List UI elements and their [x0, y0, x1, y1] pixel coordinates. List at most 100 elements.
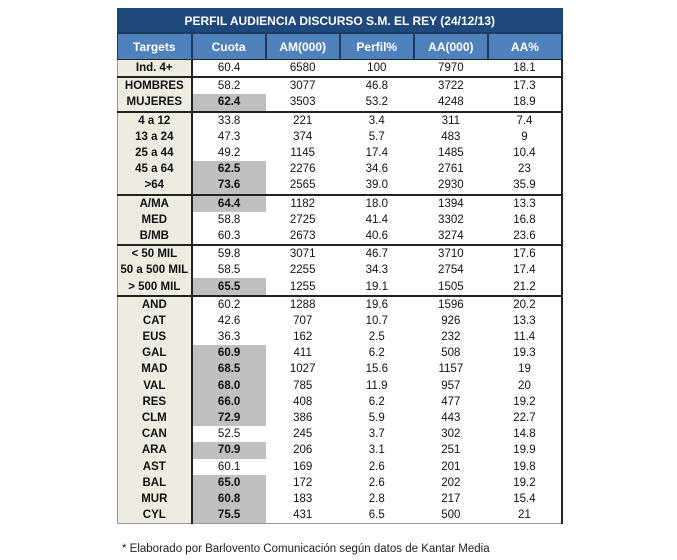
target-label: BAL [116, 474, 193, 491]
aa-pct-cell: 11.4 [487, 329, 564, 346]
table-row: ARA 70.9 206 3.1 251 19.9 [116, 442, 564, 459]
perfil-cell: 11.9 [366, 379, 388, 392]
table-row: MUJERES 62.4 3503 53.2 4248 18.9 [116, 94, 564, 112]
aa-cell: 232 [441, 331, 461, 344]
table-row: 4 a 12 33.8 221 3.4 311 7.4 [116, 110, 564, 129]
aa-pct-cell: 19.2 [487, 393, 564, 410]
perfil-cell: 34.3 [365, 264, 388, 277]
cuota-cell: 68.0 [191, 377, 266, 394]
aa-cell: 500 [413, 507, 488, 525]
aa-cell: 508 [441, 347, 461, 360]
aa-cell: 201 [441, 460, 461, 473]
perfil-cell: 2.8 [368, 492, 385, 505]
cuota-cell: 68.5 [191, 361, 266, 378]
cuota-cell: 49.2 [217, 147, 241, 160]
aa-cell: 443 [441, 412, 461, 425]
cuota-cell: 47.3 [217, 130, 241, 143]
perfil-cell: 19.6 [339, 294, 414, 313]
aa-pct-cell: 21 [487, 507, 564, 525]
cuota-cell: 58.5 [217, 264, 241, 277]
am-cell: 3077 [265, 76, 340, 95]
target-label: AND [116, 294, 193, 313]
aa-cell: 1505 [438, 280, 464, 293]
aa-pct-cell: 19 [487, 361, 564, 378]
target-label: AST [116, 458, 193, 475]
perfil-cell: 6.5 [339, 507, 414, 525]
aa-cell: 1596 [413, 294, 488, 313]
aa-pct-cell: 23.6 [487, 227, 564, 246]
am-cell: 183 [293, 492, 313, 505]
target-label: 45 a 64 [116, 161, 193, 178]
am-cell: 1182 [265, 193, 340, 212]
aa-pct-cell: 19.9 [487, 442, 564, 459]
aa-cell: 3710 [413, 244, 488, 263]
header-perfil: Perfil% [338, 32, 414, 60]
cuota-cell: 59.8 [191, 244, 266, 263]
aa-pct-cell: 17.4 [487, 262, 564, 279]
table-row: EUS 36.3 162 2.5 232 11.4 [116, 329, 564, 346]
table-row: MAD 68.5 1027 15.6 1157 19 [116, 361, 564, 378]
am-cell: 206 [293, 444, 313, 457]
cuota-cell: 65.5 [191, 278, 266, 296]
audience-table-container: PERFIL AUDIENCIA DISCURSO S.M. EL REY (2… [116, 8, 564, 525]
cuota-cell: 73.6 [191, 177, 266, 195]
aa-pct-cell: 14.8 [487, 426, 564, 443]
aa-cell: 483 [441, 130, 461, 143]
am-cell: 2565 [289, 179, 316, 192]
header-targets: Targets [116, 32, 192, 60]
target-label: CYL [116, 507, 193, 525]
aa-cell: 202 [441, 476, 461, 489]
aa-cell: 957 [441, 379, 461, 392]
am-cell: 6580 [289, 62, 316, 75]
aa-pct-cell: 18.9 [487, 94, 564, 112]
header-aa-pct: AA% [486, 32, 564, 60]
am-cell: 3503 [289, 96, 316, 109]
aa-pct-cell: 19.3 [487, 345, 564, 362]
target-label: HOMBRES [116, 76, 193, 95]
table-row: 13 a 24 47.3 374 5.7 483 9 [116, 128, 564, 145]
header-cuota: Cuota [190, 32, 266, 60]
perfil-cell: 46.7 [339, 244, 414, 263]
am-cell: 1145 [290, 147, 316, 160]
perfil-cell: 3.4 [339, 110, 414, 129]
perfil-cell: 18.0 [339, 193, 414, 212]
aa-cell: 4248 [438, 96, 464, 109]
target-label: VAL [116, 377, 193, 394]
aa-cell: 1485 [438, 147, 464, 160]
aa-pct-cell: 20.2 [487, 294, 564, 313]
aa-pct-cell: 35.9 [487, 177, 564, 195]
target-label: MUR [116, 490, 193, 508]
perfil-cell: 40.6 [365, 229, 388, 242]
table-row: AND 60.2 1288 19.6 1596 20.2 [116, 294, 564, 313]
aa-cell: 3722 [413, 76, 488, 95]
cuota-cell: 75.5 [191, 507, 266, 525]
am-cell: 2673 [289, 229, 316, 242]
target-label: ARA [116, 442, 193, 459]
perfil-cell: 15.6 [365, 363, 388, 376]
aa-pct-cell: 20 [487, 377, 564, 394]
am-cell: 411 [293, 347, 312, 360]
perfil-cell: 2.5 [368, 331, 385, 344]
am-cell: 162 [293, 331, 313, 344]
am-cell: 408 [293, 395, 313, 408]
aa-cell: 7970 [438, 62, 464, 75]
aa-pct-cell: 22.7 [487, 409, 564, 427]
aa-pct-cell: 16.8 [487, 211, 564, 228]
aa-pct-cell: 19.8 [487, 458, 564, 475]
perfil-cell: 17.4 [365, 147, 388, 160]
aa-pct-cell: 7.4 [487, 110, 564, 129]
aa-cell: 251 [441, 444, 461, 457]
target-label: CAT [116, 312, 193, 329]
aa-pct-cell: 13.3 [487, 312, 564, 329]
am-cell: 707 [293, 314, 313, 327]
perfil-cell: 3.7 [368, 428, 385, 441]
perfil-cell: 10.7 [365, 314, 388, 327]
am-cell: 169 [293, 460, 313, 473]
header-row: Targets Cuota AM(000) Perfil% AA(000) AA… [116, 32, 564, 60]
cuota-cell: 58.2 [191, 76, 266, 95]
aa-pct-cell: 23 [487, 161, 564, 178]
table-row: Ind. 4+ 60.4 6580 100 7970 18.1 [116, 59, 564, 78]
table-row: A/MA 64.4 1182 18.0 1394 13.3 [116, 193, 564, 212]
am-cell: 221 [265, 110, 340, 129]
target-label: CLM [116, 409, 193, 427]
